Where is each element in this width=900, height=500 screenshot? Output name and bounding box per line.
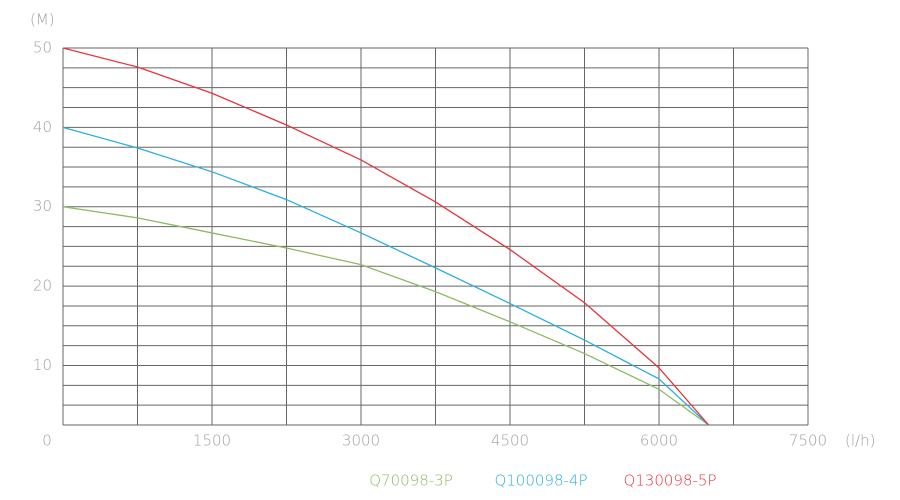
legend-entry: Q70098-3P (369, 472, 453, 490)
x-tick-label: 6000 (640, 432, 678, 450)
x-tick-label: 0 (42, 432, 52, 450)
legend-entry: Q100098-4P (494, 472, 587, 490)
legend-entry: Q130098-5P (623, 472, 716, 490)
line-series (62, 206, 710, 426)
x-tick-label: 3000 (342, 432, 380, 450)
y-tick-label: 20 (33, 277, 52, 295)
y-tick-label: 40 (33, 118, 52, 136)
x-tick-label: 4500 (491, 432, 529, 450)
line-series (62, 47, 710, 426)
line-series (62, 126, 710, 426)
y-tick-label: 10 (33, 356, 52, 374)
y-axis-label: (M) (30, 11, 55, 29)
y-tick-label: 50 (33, 39, 52, 57)
y-tick-label: 30 (33, 197, 52, 215)
x-tick-label: 1500 (193, 432, 231, 450)
x-tick-label: 7500 (789, 432, 827, 450)
x-axis-label: (l/h) (845, 432, 875, 450)
